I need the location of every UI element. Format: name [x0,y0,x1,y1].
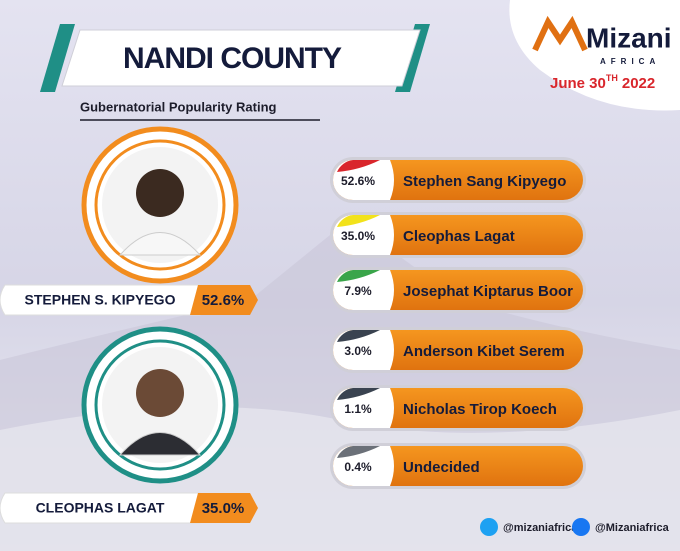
name-tag [0,492,201,524]
accent [337,160,380,172]
title: NANDI COUNTY [123,42,342,75]
header-accent [40,24,75,92]
candidate-rating: 3.0% [344,344,372,358]
brand: Mizani AFRICA June 30TH 2022 [532,15,672,92]
logo-mark [532,15,588,52]
accent [337,388,380,400]
photo-body [118,432,202,456]
header: NANDI COUNTY Gubernatorial Popularity Ra… [40,24,430,121]
header-box [61,29,421,87]
date-suffix: TH [606,73,618,83]
name-tag [0,284,201,316]
bar [333,160,583,200]
candidate-name: Nicholas Tirop Koech [403,401,557,418]
featured-name: CLEOPHAS LAGAT [36,500,165,516]
featured-rating: 52.6% [202,292,245,309]
facebook-icon[interactable] [572,518,590,536]
featured-rating: 35.0% [202,500,245,517]
candidate-name: Stephen Sang Kipyego [403,173,566,190]
photo-head [136,369,184,417]
footer: @mizaniafrica @Mizaniafrica [480,518,670,536]
date-year: 2022 [622,75,655,92]
photo-head [136,169,184,217]
photo-body [118,232,202,256]
candidate-rating: 35.0% [341,229,375,243]
twitter-icon[interactable] [480,518,498,536]
accent [337,215,380,227]
candidate-name: Undecided [403,459,480,476]
candidate-name: Anderson Kibet Serem [403,343,565,360]
subtitle: Gubernatorial Popularity Rating [80,99,277,114]
candidate-rating: 7.9% [344,284,372,298]
bar [333,446,583,486]
date-day: June 30 [550,75,606,92]
photo-ring-inner [94,139,226,271]
candidate-rating: 1.1% [344,402,372,416]
featured: STEPHEN S. KIPYEGO 52.6% CLEOPHAS LAGAT 35.… [0,126,258,524]
date: June 30TH 2022 [550,73,655,92]
bar [333,330,583,370]
photo-ring-inner [94,339,226,471]
accent [337,446,380,458]
accent [337,330,380,342]
candidate-rating: 0.4% [344,460,372,474]
candidate-list: 52.6% Stephen Sang Kipyego 35.0% Cleophas L… [330,157,586,489]
featured-name: STEPHEN S. KIPYEGO [25,292,176,308]
candidate-name: Josephat Kiptarus Boor [403,283,573,300]
facebook-handle[interactable]: @Mizaniafrica [595,522,670,534]
rating-tag [190,493,258,523]
bar [333,270,583,310]
rating-tag [190,285,258,315]
accent [337,270,380,282]
bar [333,215,583,255]
bar [333,388,583,428]
candidate-rating: 52.6% [341,174,375,188]
candidate-name: Cleophas Lagat [403,228,515,245]
brand-name: Mizani [586,22,672,53]
twitter-handle[interactable]: @mizaniafrica [503,522,578,534]
brand-tagline: AFRICA [600,57,660,66]
